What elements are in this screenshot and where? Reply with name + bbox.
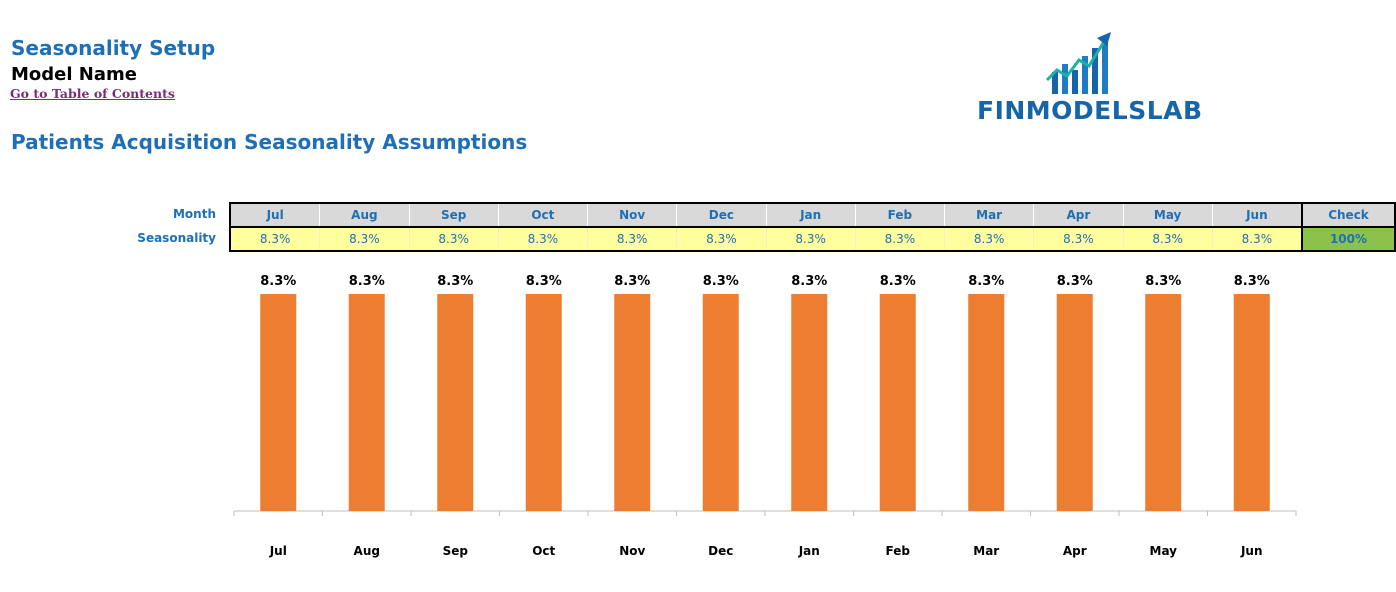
logo-text: FINMODELSLAB	[977, 96, 1203, 125]
page-title: Seasonality Setup	[11, 36, 216, 60]
model-name: Model Name	[11, 64, 137, 85]
month-cell: Apr	[1033, 203, 1124, 227]
bar-data-label: 8.3%	[260, 274, 296, 289]
chart-bar	[968, 294, 1005, 511]
toc-link[interactable]: Go to Table of Contents	[10, 86, 175, 101]
chart-bar	[1145, 294, 1182, 511]
seasonality-input[interactable]: 8.3%	[409, 227, 499, 251]
month-cell: Aug	[319, 203, 410, 227]
x-tick-label: Apr	[1063, 544, 1087, 558]
month-cell: May	[1123, 203, 1213, 227]
chart-bar	[348, 294, 385, 511]
seasonality-input[interactable]: 8.3%	[1212, 227, 1303, 251]
chart-bar	[614, 294, 651, 511]
chart-bar	[791, 294, 828, 511]
seasonality-input[interactable]: 8.3%	[229, 227, 321, 251]
bar-data-label: 8.3%	[703, 274, 739, 289]
bar-data-label: 8.3%	[614, 274, 650, 289]
bar-data-label: 8.3%	[437, 274, 473, 289]
chart-bar	[260, 294, 297, 511]
month-cell: Oct	[498, 203, 589, 227]
month-cell: Jul	[229, 203, 321, 227]
x-tick-label: Jun	[1240, 544, 1263, 558]
seasonality-row: 8.3% 8.3% 8.3% 8.3% 8.3% 8.3% 8.3% 8.3% …	[229, 227, 1396, 251]
chart-bar	[879, 294, 916, 511]
bar-data-label: 8.3%	[1057, 274, 1093, 289]
month-cell: Sep	[409, 203, 499, 227]
x-tick-label: Dec	[708, 544, 733, 558]
chart-bar	[437, 294, 474, 511]
bar-data-label: 8.3%	[1145, 274, 1181, 289]
bar-data-label: 8.3%	[880, 274, 916, 289]
seasonality-table: Jul Aug Sep Oct Nov Dec Jan Feb Mar Apr …	[229, 202, 1396, 252]
bar-data-label: 8.3%	[526, 274, 562, 289]
month-cell: Jun	[1212, 203, 1303, 227]
x-tick-label: Nov	[619, 544, 645, 558]
check-value-cell: 100%	[1301, 227, 1396, 251]
month-cell: Jan	[766, 203, 856, 227]
x-tick-label: Jan	[798, 544, 820, 558]
bar-data-label: 8.3%	[1234, 274, 1270, 289]
x-tick-label: Aug	[354, 544, 380, 558]
month-cell: Mar	[944, 203, 1035, 227]
month-cell: Nov	[587, 203, 678, 227]
x-tick-label: Oct	[532, 544, 555, 558]
chart-bar	[1056, 294, 1093, 511]
chart-bar	[525, 294, 562, 511]
x-tick-label: Jul	[269, 544, 287, 558]
chart-bar	[1233, 294, 1270, 511]
seasonality-input[interactable]: 8.3%	[1033, 227, 1124, 251]
seasonality-input[interactable]: 8.3%	[676, 227, 767, 251]
seasonality-input[interactable]: 8.3%	[1123, 227, 1213, 251]
month-cell: Dec	[676, 203, 767, 227]
x-tick-label: May	[1150, 544, 1178, 558]
seasonality-row-label: Seasonality	[137, 231, 216, 245]
x-tick-label: Feb	[886, 544, 911, 558]
bar-data-label: 8.3%	[791, 274, 827, 289]
month-row-label: Month	[172, 207, 216, 221]
month-header-row: Jul Aug Sep Oct Nov Dec Jan Feb Mar Apr …	[229, 203, 1396, 227]
chart-bar	[702, 294, 739, 511]
check-header-cell: Check	[1301, 203, 1396, 227]
growth-chart-icon	[1045, 32, 1111, 94]
seasonality-input[interactable]: 8.3%	[855, 227, 946, 251]
brand-logo: FINMODELSLAB	[975, 30, 1215, 130]
seasonality-input[interactable]: 8.3%	[944, 227, 1035, 251]
x-tick-label: Sep	[443, 544, 469, 558]
bar-data-label: 8.3%	[349, 274, 385, 289]
x-tick-label: Mar	[973, 544, 999, 558]
seasonality-input[interactable]: 8.3%	[766, 227, 856, 251]
seasonality-input[interactable]: 8.3%	[587, 227, 678, 251]
seasonality-input[interactable]: 8.3%	[319, 227, 410, 251]
bar-data-label: 8.3%	[968, 274, 1004, 289]
section-title: Patients Acquisition Seasonality Assumpt…	[11, 130, 528, 154]
month-cell: Feb	[855, 203, 946, 227]
seasonality-input[interactable]: 8.3%	[498, 227, 589, 251]
